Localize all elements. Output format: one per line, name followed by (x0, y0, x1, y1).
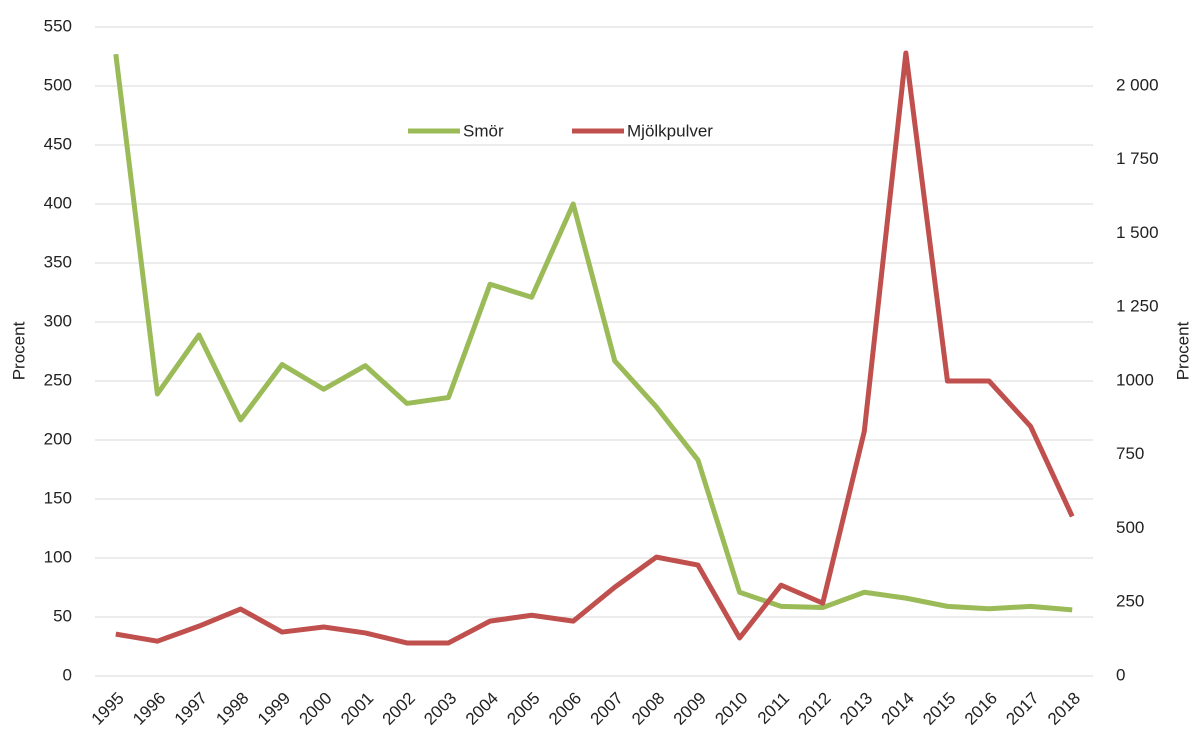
x-tick-label: 2004 (462, 689, 502, 729)
line-series (115, 50, 1075, 646)
y-axis-title: Procent (9, 321, 28, 380)
x-tick-label: 2014 (878, 689, 918, 729)
x-tick-label: 2011 (754, 689, 793, 728)
x-tick-label: 2008 (628, 689, 668, 729)
line-series (113, 53, 1073, 613)
x-tick-label: 1995 (88, 689, 128, 729)
y2-tick-label: 250 (1116, 592, 1144, 611)
y-tick-label: 550 (44, 16, 72, 35)
y2-tick-label: 750 (1116, 444, 1144, 463)
x-tick-label: 2016 (961, 689, 1001, 729)
y2-tick-label: 1 250 (1116, 297, 1159, 316)
y-tick-label: 450 (44, 134, 72, 153)
y-tick-label: 300 (44, 311, 72, 330)
y2-tick-label: 2 000 (1116, 75, 1159, 94)
x-tick-label: 2012 (795, 689, 835, 729)
x-tick-label: 2013 (836, 689, 876, 729)
x-tick-label: 2007 (587, 689, 627, 729)
y2-tick-label: 1 500 (1116, 223, 1159, 242)
x-tick-label: 2002 (379, 689, 419, 729)
x-tick-label: 2006 (545, 689, 585, 729)
legend-label: Mjölkpulver (627, 121, 713, 140)
y-tick-label: 150 (44, 488, 72, 507)
x-tick-label: 1996 (129, 689, 169, 729)
x-tick-label: 2010 (711, 689, 751, 729)
x-tick-label: 2015 (919, 689, 959, 729)
y-tick-label: 0 (63, 665, 72, 684)
x-tick-label: 2003 (420, 689, 460, 729)
x-tick-label: 2018 (1044, 689, 1084, 729)
y-tick-label: 400 (44, 193, 72, 212)
x-tick-label: 2001 (337, 689, 377, 729)
x-tick-label: 2017 (1002, 689, 1042, 729)
x-tick-label: 1997 (171, 689, 211, 729)
y-tick-label: 250 (44, 370, 72, 389)
x-tick-label: 2000 (296, 689, 336, 729)
x-tick-label: 2009 (670, 689, 710, 729)
y-tick-label: 50 (53, 606, 72, 625)
y-tick-label: 100 (44, 547, 72, 566)
x-tick-label: 1998 (212, 689, 252, 729)
y-tick-label: 500 (44, 75, 72, 94)
y2-tick-label: 500 (1116, 518, 1144, 537)
legend-label: Smör (463, 121, 504, 140)
y2-tick-label: 0 (1116, 665, 1125, 684)
y2-tick-label: 1000 (1116, 370, 1154, 389)
y-tick-label: 200 (44, 429, 72, 448)
x-tick-label: 2005 (503, 689, 543, 729)
y2-tick-label: 1 750 (1116, 149, 1159, 168)
y2-axis-title: Procent (1173, 321, 1192, 380)
x-tick-label: 1999 (254, 689, 294, 729)
y-tick-label: 350 (44, 252, 72, 271)
